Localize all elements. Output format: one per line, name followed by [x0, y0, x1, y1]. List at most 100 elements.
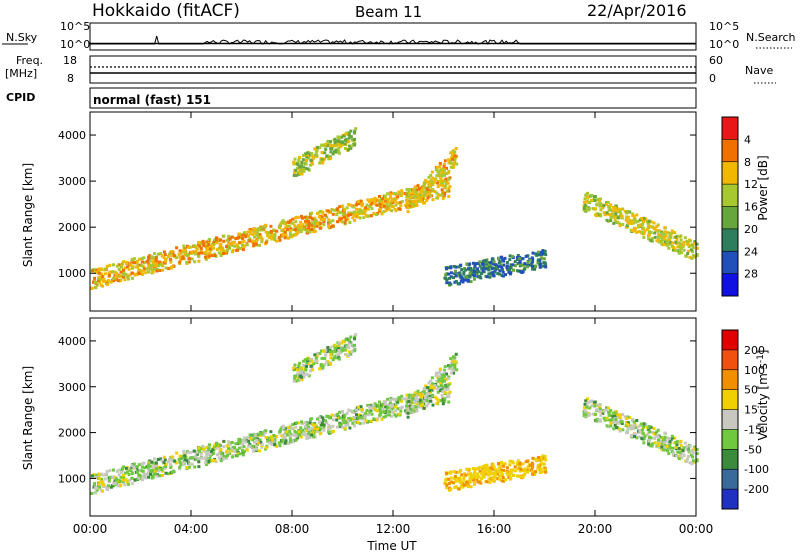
nave-tick-bottom: 0: [709, 72, 716, 85]
velocity-cell: [222, 457, 226, 461]
velocity-cell: [294, 379, 298, 383]
velocity-cell: [334, 346, 338, 350]
velocity-cell: [592, 400, 596, 404]
velocity-cell: [190, 456, 194, 460]
power-cell: [208, 247, 212, 251]
power-cell: [695, 254, 699, 258]
power-cell: [651, 225, 654, 229]
power-cell: [327, 157, 331, 161]
velocity-cell: [662, 438, 666, 442]
velocity-cell: [323, 363, 327, 367]
power-cell: [188, 245, 192, 249]
power-cell: [299, 225, 303, 229]
power-cell: [102, 278, 105, 282]
velocity-cell: [312, 430, 316, 434]
power-cell: [422, 186, 426, 189]
velocity-cell: [313, 435, 317, 439]
velocity-cell: [181, 455, 185, 459]
power-cell: [516, 258, 520, 261]
power-cell: [628, 210, 632, 214]
power-cell: [322, 223, 326, 227]
power-cell: [531, 257, 535, 261]
power-cell: [251, 239, 255, 243]
power-cell: [252, 244, 256, 248]
power-cell: [207, 240, 211, 244]
power-cell: [237, 235, 241, 239]
velocity-cell: [439, 399, 443, 403]
velocity-cell: [355, 413, 358, 417]
velocity-cell: [292, 433, 296, 437]
power-cell: [310, 151, 314, 155]
power-cell: [364, 213, 368, 217]
power-cell: [674, 240, 678, 244]
power-cell: [225, 239, 229, 243]
velocity-cell: [249, 435, 253, 438]
velocity-cell: [197, 448, 201, 452]
velocity-cell: [445, 372, 448, 376]
velocity-cell: [389, 398, 392, 402]
velocity-cell: [468, 476, 472, 480]
velocity-cell: [146, 466, 150, 470]
velocity-cell: [322, 425, 326, 429]
power-cell: [117, 268, 121, 271]
velocity-cell: [469, 485, 473, 489]
power-cell: [679, 238, 683, 242]
power-cell: [481, 259, 485, 263]
power-cell: [115, 272, 119, 276]
velocity-cell: [477, 480, 481, 484]
power-cell: [115, 264, 119, 268]
velocity-cell: [482, 471, 486, 475]
power-cell: [356, 200, 360, 204]
velocity-cell: [442, 370, 446, 374]
velocity-cell: [307, 362, 311, 366]
power-cell: [424, 186, 428, 190]
power-cell: [510, 254, 514, 258]
velocity-cell: [647, 425, 651, 428]
velocity-cell: [690, 449, 694, 453]
velocity-cell: [370, 407, 374, 411]
velocity-cell: [301, 428, 305, 432]
velocity-cell: [316, 427, 319, 431]
velocity-cell: [615, 426, 619, 429]
power-cell: [178, 260, 182, 264]
power-cell: [427, 175, 431, 179]
velocity-cell: [416, 389, 420, 393]
velocity-cell: [680, 456, 684, 460]
power-cell: [152, 258, 156, 262]
power-cell: [302, 227, 306, 231]
power-cell: [226, 248, 229, 252]
velocity-cell: [326, 347, 330, 351]
power-cell: [671, 241, 675, 245]
velocity-cell: [207, 448, 211, 452]
power-cell: [308, 230, 312, 234]
power-cell: [159, 262, 163, 266]
power-cell: [442, 179, 446, 183]
velocity-cell: [347, 419, 351, 423]
velocity-cell: [301, 363, 305, 367]
power-cell: [590, 193, 594, 197]
power-cell: [141, 264, 145, 268]
velocity-cell: [145, 472, 149, 476]
power-cell: [414, 199, 418, 203]
power-cell: [583, 203, 587, 207]
velocity-cell: [544, 458, 548, 462]
power-cell: [455, 162, 459, 166]
velocity-cell: [321, 416, 325, 420]
power-cell: [141, 269, 145, 273]
power-cell: [649, 220, 653, 224]
velocity-cell: [493, 468, 497, 472]
velocity-cell: [631, 434, 634, 438]
power-cell: [386, 198, 390, 201]
velocity-cell: [163, 466, 167, 470]
velocity-cell: [628, 416, 632, 419]
velocity-cell: [513, 465, 517, 469]
velocity-cell: [646, 425, 649, 429]
velocity-cell: [658, 445, 662, 449]
velocity-cell: [449, 480, 453, 484]
velocity-cell: [338, 351, 342, 355]
velocity-cell: [297, 430, 301, 434]
power-cell: [373, 196, 377, 200]
velocity-cell: [665, 436, 669, 440]
power-cell: [416, 192, 419, 196]
power-cell: [305, 151, 309, 155]
